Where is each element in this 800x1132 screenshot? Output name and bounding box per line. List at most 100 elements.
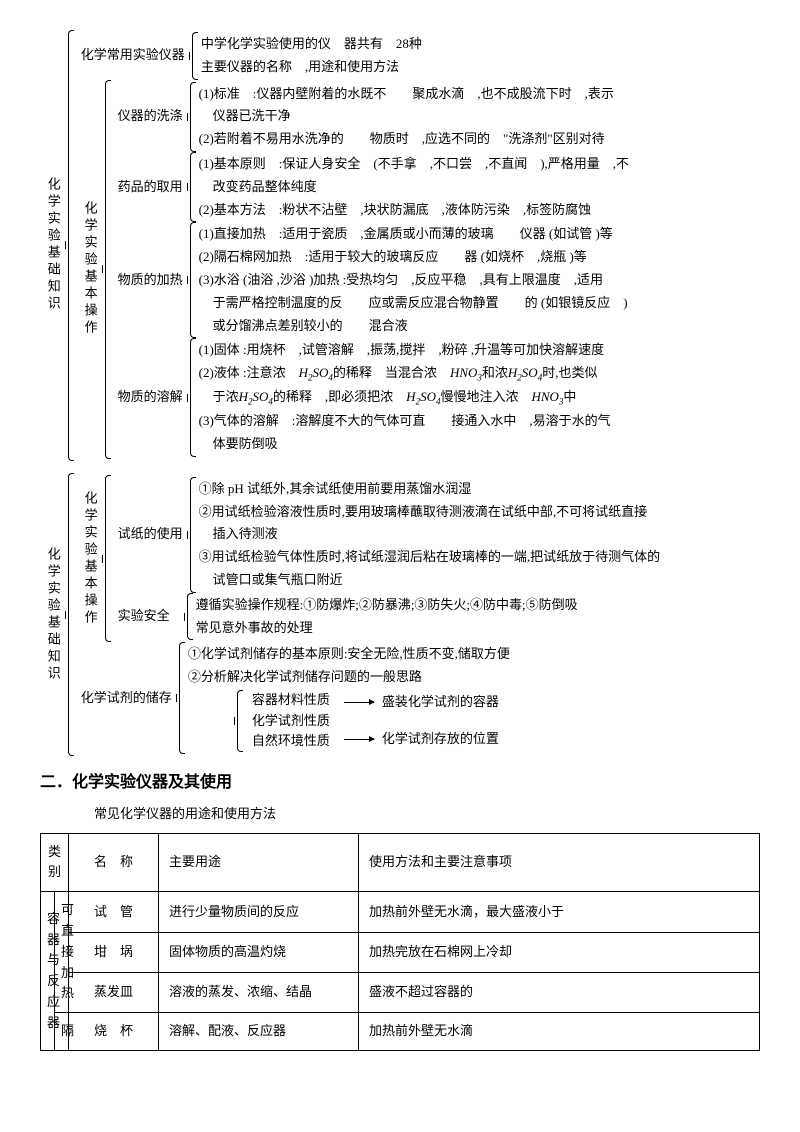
arrow-icon — [344, 739, 374, 740]
arrow-icon — [344, 702, 374, 703]
text-line: 于浓H2SO4的稀释 ,即必须把浓 H2SO4慢慢地注入浓 HNO3中 — [199, 386, 760, 410]
table-cell: 溶解、配液、反应器 — [159, 1013, 359, 1051]
text: 化学试剂存放的位置 — [382, 729, 499, 750]
table-cell: 固体物质的高温灼烧 — [159, 932, 359, 972]
branch-label: 实验安全 — [114, 593, 184, 641]
branch-reagent: 药品的取用 (1)基本原则 :保证人身安全 (不手拿 ,不口尝 ,不直闻 ),严… — [114, 152, 760, 222]
table-header-row: 类 别 名 称 主要用途 使用方法和主要注意事项 — [41, 833, 760, 892]
text-line: (1)标准 :仪器内壁附着的水既不 聚成水滴 ,也不成股流下时 ,表示 — [199, 83, 760, 106]
branch-content: (1)固体 :用烧杯 ,试管溶解 ,振荡,搅拌 ,粉碎 ,升温等可加快溶解速度 … — [199, 338, 760, 456]
text-line: 遵循实验操作规程:①防爆炸;②防暴沸;③防失火;④防中毒;⑤防倒吸 — [196, 594, 760, 617]
instruments-table: 类 别 名 称 主要用途 使用方法和主要注意事项 容器与反应器 可直接加热 试 … — [40, 833, 760, 1051]
table-cell: 容器与反应器 — [41, 892, 55, 1051]
text-line: (2)隔石棉网加热 :适用于较大的玻璃反应 器 (如烧杯 ,烧瓶 )等 — [199, 246, 760, 269]
text: 和浓 — [482, 365, 508, 380]
tree-diagram-2: 化学实验基础知识 化学实验基本操作 试纸的使用 ①除 pH 试纸外,其余试纸使用… — [40, 473, 760, 757]
table-cell: 溶液的蒸发、浓缩、结晶 — [159, 972, 359, 1012]
table-row: 容器与反应器 可直接加热 试 管 进行少量物质间的反应 加热前外壁无水滴，最大盛… — [41, 892, 760, 932]
text: 自然环境性质 — [252, 731, 330, 752]
table-cell: 加热完放在石棉网上冷却 — [359, 932, 760, 972]
formula: H2SO4 — [406, 389, 440, 404]
table-header: 主要用途 — [159, 833, 359, 892]
text-line: 改变药品整体纯度 — [199, 176, 760, 199]
brace — [187, 222, 199, 338]
branch-label: 化学常用实验仪器 — [77, 32, 189, 80]
text-line: ③用试纸检验气体性质时,将试纸湿润后粘在玻璃棒的一端,把试纸放于待测气体的 — [199, 546, 760, 569]
branch-content: 遵循实验操作规程:①防爆炸;②防暴沸;③防失火;④防中毒;⑤防倒吸 常见意外事故… — [196, 593, 760, 641]
brace — [102, 80, 114, 459]
text: 盛装化学试剂的容器 — [382, 692, 499, 713]
branch-content: (1)基本原则 :保证人身安全 (不手拿 ,不口尝 ,不直闻 ),严格用量 ,不… — [199, 152, 760, 222]
brace — [65, 30, 77, 461]
branch-label: 仪器的洗涤 — [114, 82, 187, 152]
branch-label: 试纸的使用 — [114, 477, 187, 593]
brace — [187, 477, 199, 593]
text: 慢慢地注入浓 — [440, 389, 531, 404]
table-row: 坩 埚 固体物质的高温灼烧 加热完放在石棉网上冷却 — [41, 932, 760, 972]
formula: H2SO4 — [508, 365, 542, 380]
formula: H2SO4 — [239, 389, 273, 404]
brace — [187, 82, 199, 152]
text-line: 试管口或集气瓶口附近 — [199, 569, 760, 592]
formula: H2SO4 — [299, 365, 333, 380]
branch-storage: 化学试剂的储存 ①化学试剂储存的基本原则:安全无险,性质不变,储取方便 ②分析解… — [77, 642, 760, 754]
text-line: 体要防倒吸 — [199, 433, 760, 456]
text-line: ②分析解决化学试剂储存问题的一般思路 — [188, 666, 760, 689]
tree1-subroot: 化学实验基本操作 — [77, 80, 102, 459]
text-line: 仪器已洗干净 — [199, 105, 760, 128]
sub-group: 化学实验基本操作 仪器的洗涤 (1)标准 :仪器内壁附着的水既不 聚成水滴 ,也… — [77, 80, 760, 459]
table-row: 蒸发皿 溶液的蒸发、浓缩、结晶 盛液不超过容器的 — [41, 972, 760, 1012]
branch-label: 药品的取用 — [114, 152, 187, 222]
brace — [184, 593, 196, 641]
tree1-children: 化学常用实验仪器 中学化学实验使用的仪 器共有 28种 主要仪器的名称 ,用途和… — [77, 30, 760, 461]
branch-content: ①除 pH 试纸外,其余试纸使用前要用蒸馏水润湿 ②用试纸检验溶液性质时,要用玻… — [199, 477, 760, 593]
table-cell: 加热前外壁无水滴，最大盛液小于 — [359, 892, 760, 932]
table-cell: 坩 埚 — [69, 932, 159, 972]
tree-diagram-1: 化学实验基础知识 化学常用实验仪器 中学化学实验使用的仪 器共有 28种 主要仪… — [40, 30, 760, 461]
text-line: ②用试纸检验溶液性质时,要用玻璃棒蘸取待测液滴在试纸中部,不可将试纸直接 — [199, 501, 760, 524]
text-line: (1)基本原则 :保证人身安全 (不手拿 ,不口尝 ,不直闻 ),严格用量 ,不 — [199, 153, 760, 176]
brace — [187, 338, 199, 456]
table-header: 名 称 — [69, 833, 159, 892]
branch-instruments: 化学常用实验仪器 中学化学实验使用的仪 器共有 28种 主要仪器的名称 ,用途和… — [77, 32, 760, 80]
branch-paper: 试纸的使用 ①除 pH 试纸外,其余试纸使用前要用蒸馏水润湿 ②用试纸检验溶液性… — [114, 477, 760, 593]
text-line: (2)基本方法 :粉状不沾壁 ,块状防漏底 ,液体防污染 ,标签防腐蚀 — [199, 199, 760, 222]
branch-label: 物质的加热 — [114, 222, 187, 338]
brace — [176, 642, 188, 754]
text-line: 常见意外事故的处理 — [196, 617, 760, 640]
tree2-children: 化学实验基本操作 试纸的使用 ①除 pH 试纸外,其余试纸使用前要用蒸馏水润湿 … — [77, 473, 760, 757]
branch-safety: 实验安全 遵循实验操作规程:①防爆炸;②防暴沸;③防失火;④防中毒;⑤防倒吸 常… — [114, 593, 760, 641]
brace — [65, 473, 77, 757]
text-line: (3)水浴 (油浴 ,沙浴 )加热 :受热均匀 ,反应平稳 ,具有上限温度 ,适… — [199, 269, 760, 292]
text: (2)液体 :注意浓 — [199, 365, 299, 380]
table-cell: 加热前外壁无水滴 — [359, 1013, 760, 1051]
text-line: (2)液体 :注意浓 H2SO4的稀释 当混合浓 HNO3和浓H2SO4时,也类… — [199, 362, 760, 386]
text-line: 主要仪器的名称 ,用途和使用方法 — [201, 56, 760, 79]
table-cell: 试 管 — [69, 892, 159, 932]
ops-children: 试纸的使用 ①除 pH 试纸外,其余试纸使用前要用蒸馏水润湿 ②用试纸检验溶液性… — [114, 475, 760, 643]
text: 容器材料性质 — [252, 690, 330, 711]
table-row: 隔 烧 杯 溶解、配液、反应器 加热前外壁无水滴 — [41, 1013, 760, 1051]
text-line: 插入待测液 — [199, 523, 760, 546]
text-line: (3)气体的溶解 :溶解度不大的气体可直 接通入水中 ,易溶于水的气 — [199, 410, 760, 433]
text-line: (1)直接加热 :适用于瓷质 ,金属质或小而薄的玻璃 仪器 (如试管 )等 — [199, 223, 760, 246]
text-line: (1)固体 :用烧杯 ,试管溶解 ,振荡,搅拌 ,粉碎 ,升温等可加快溶解速度 — [199, 339, 760, 362]
table-cell: 进行少量物质间的反应 — [159, 892, 359, 932]
sub-group-ops: 化学实验基本操作 试纸的使用 ①除 pH 试纸外,其余试纸使用前要用蒸馏水润湿 … — [77, 475, 760, 643]
text-line: 中学化学实验使用的仪 器共有 28种 — [201, 33, 760, 56]
branch-washing: 仪器的洗涤 (1)标准 :仪器内壁附着的水既不 聚成水滴 ,也不成股流下时 ,表… — [114, 82, 760, 152]
table-cell: 蒸发皿 — [69, 972, 159, 1012]
text: 的稀释 当混合浓 — [333, 365, 450, 380]
brace — [187, 152, 199, 222]
table-header: 使用方法和主要注意事项 — [359, 833, 760, 892]
branch-content: 中学化学实验使用的仪 器共有 28种 主要仪器的名称 ,用途和使用方法 — [201, 32, 760, 80]
brace — [102, 475, 114, 643]
section-subtitle: 常见化学仪器的用途和使用方法 — [94, 804, 760, 825]
brace — [234, 690, 246, 752]
branch-label: 化学试剂的储存 — [77, 642, 176, 754]
tree1-root: 化学实验基础知识 — [40, 30, 65, 461]
branch-dissolve: 物质的溶解 (1)固体 :用烧杯 ,试管溶解 ,振荡,搅拌 ,粉碎 ,升温等可加… — [114, 338, 760, 456]
section-title: 二．化学实验仪器及其使用 — [40, 770, 760, 796]
text: 的稀释 ,即必须把浓 — [273, 389, 406, 404]
storage-diagram: 容器材料性质 化学试剂性质 自然环境性质 盛装化学试剂的容器 化学试剂存放的位置 — [188, 689, 760, 753]
